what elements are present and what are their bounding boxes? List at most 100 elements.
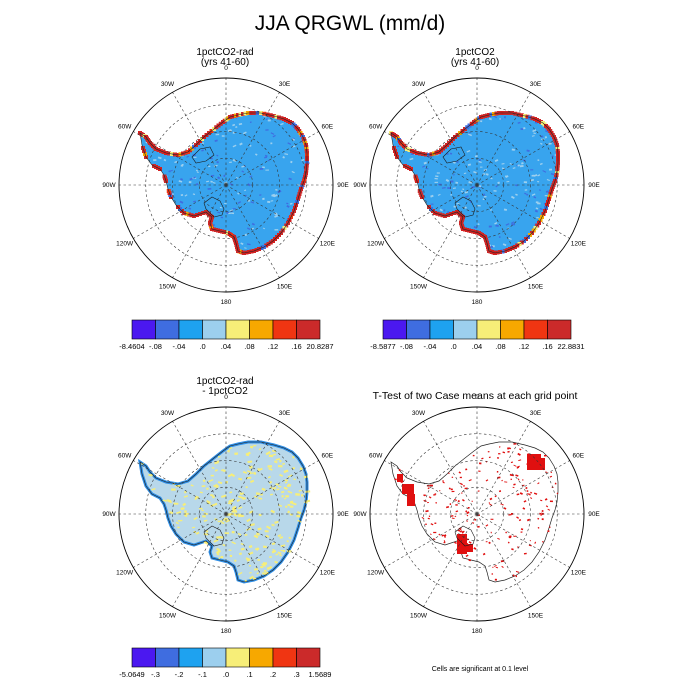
interior-cell [248,510,254,514]
significant-cell [455,504,458,506]
interior-cell [456,160,459,164]
interior-cell [212,495,215,499]
significant-cell [522,507,526,510]
longitude-label: 150W [159,613,177,620]
interior-cell [278,459,282,463]
significant-cell [547,508,551,511]
colorbar-label: .16 [542,342,552,351]
longitude-label: 30W [412,410,426,417]
interior-cell [249,575,254,580]
interior-cell [193,176,196,179]
colorbar-box [155,319,180,340]
interior-cell [542,170,547,173]
significant-cell [512,486,515,489]
interior-cell [206,487,209,490]
significant-cell [534,541,537,544]
longitude-label: 30E [279,410,291,417]
interior-cell [262,572,267,575]
significant-cell [507,447,510,450]
significant-cell [496,457,500,459]
interior-cell [194,497,198,501]
interior-cell [473,226,478,229]
interior-cell [531,193,536,196]
interior-cell [227,502,232,505]
interior-cell [285,495,289,497]
interior-cell [266,565,273,571]
significant-cell [540,499,543,502]
interior-cell [268,467,273,471]
interior-cell [229,491,233,494]
interior-cell [286,204,290,208]
interior-cell [166,499,172,502]
interior-cell [277,464,283,468]
significant-cell [539,512,542,515]
longitude-label: 60E [573,124,585,131]
significant-cell [517,546,519,548]
colorbar-1: -8.4604 -.08 -.04 .0 .04 .08 .12 .16 20.8287 [119,319,334,351]
interior-cell [219,206,223,209]
interior-cell [274,520,279,524]
interior-cell [255,532,260,536]
interior-cell [436,172,440,174]
interior-cell [184,194,188,197]
panel-1-title-line-1: 1pctCO2-rad [196,47,254,58]
significant-cell [472,454,475,457]
coastline [390,112,559,254]
colorbar-label: -.1 [198,670,207,679]
interior-cell [545,190,550,193]
interior-cell [237,532,242,536]
colorbar-box [296,319,321,340]
significant-cell [495,566,499,569]
significant-cell [494,578,498,581]
graticule [119,78,333,292]
interior-cell [521,162,524,165]
interior-cell [151,487,156,491]
significant-cell [515,570,520,573]
significant-cell [443,541,446,544]
significant-cell [454,515,457,518]
significant-cell [454,541,457,545]
significant-cell [490,531,492,534]
antarctica-land [140,113,307,253]
interior-cell [549,168,553,171]
significance-footnote: Cells are significant at 0.1 level [431,666,529,673]
interior-cell [482,198,485,201]
interior-cell [231,509,238,513]
interior-cell [473,171,478,174]
significant-block [402,484,414,494]
interior-cell [284,481,288,484]
interior-cell [167,499,173,504]
interior-cell [201,142,205,145]
interior-cell [238,122,243,126]
significant-cell [549,475,553,478]
interior-cell [224,517,229,521]
significant-cell [425,509,429,513]
colorbar-label: .0 [450,342,456,351]
interior-cell [287,474,293,478]
interior-cell [202,479,206,483]
interior-cell [409,157,414,161]
interior-cell [237,495,243,499]
interior-cell [279,473,284,477]
interior-cell [422,165,426,168]
interior-cell [202,515,206,518]
significant-cell [485,541,488,543]
interior-cell [258,447,262,451]
interior-cell [272,549,275,551]
interior-cell [254,495,258,499]
interior-cell [195,169,198,172]
interior-cell [526,149,530,152]
interior-cell [425,167,429,170]
interior-cell [248,545,253,548]
colorbar-label: .0 [199,342,205,351]
significant-cell [441,534,445,537]
parallel-circle [198,486,254,542]
interior-cell [443,209,446,212]
colorbar-label: -.04 [424,342,437,351]
interior-cell [213,483,218,488]
colorbar-label: -.08 [400,342,413,351]
interior-cell [275,458,281,461]
significant-cell [488,541,491,545]
parallel-circle [172,460,280,568]
